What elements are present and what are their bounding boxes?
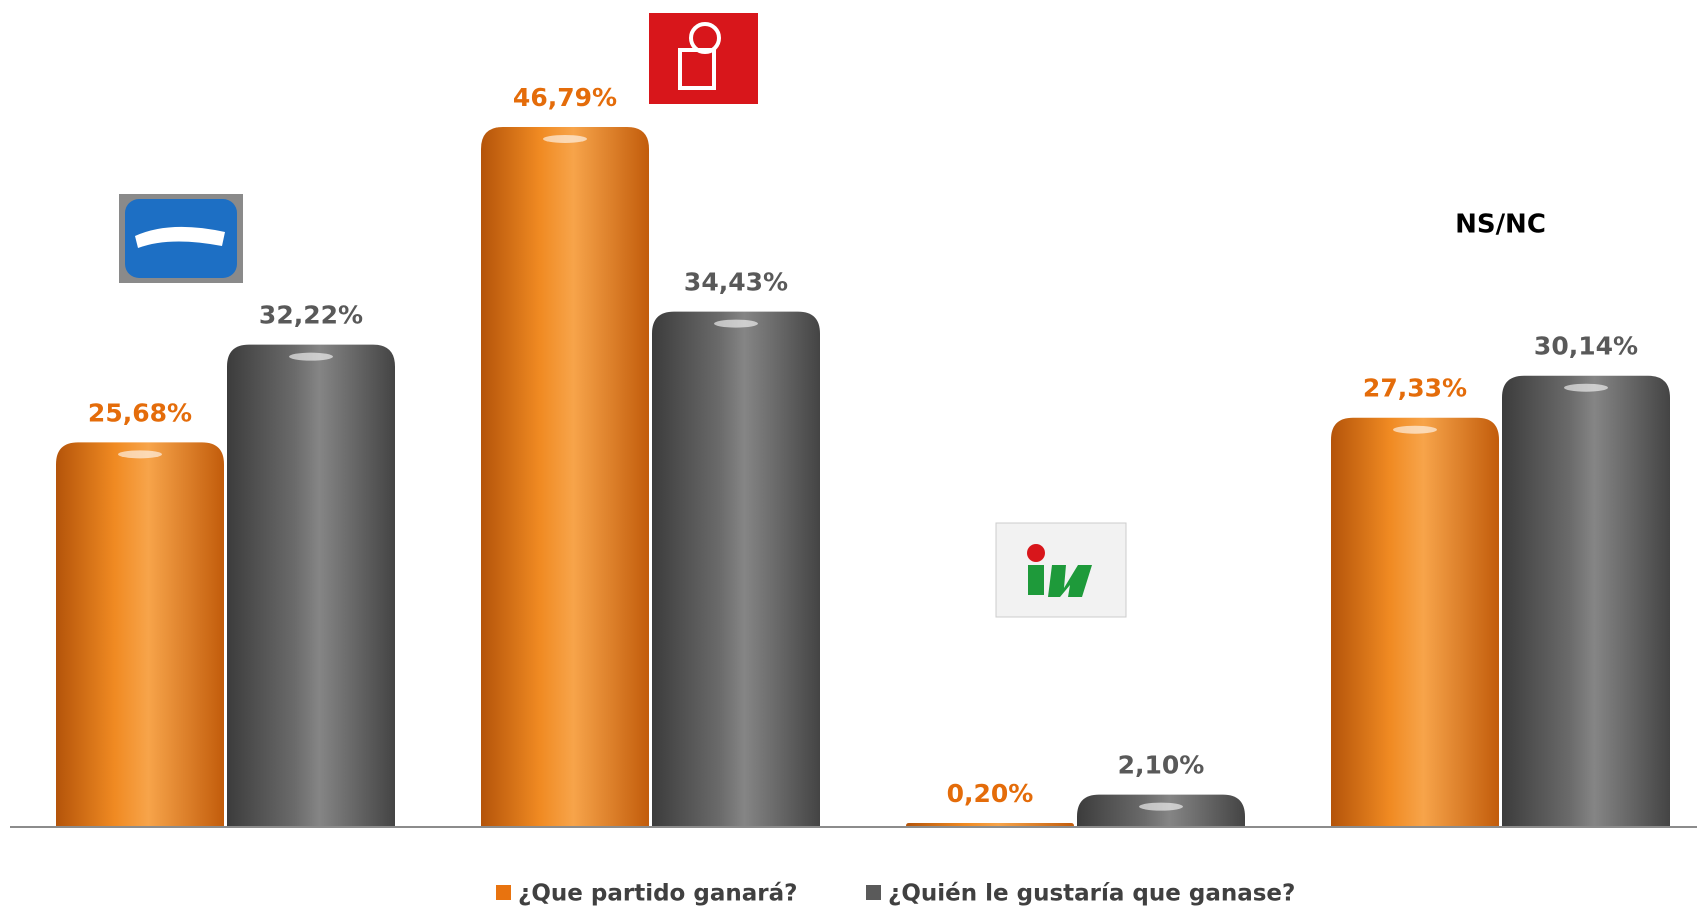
bar-highlight xyxy=(1564,383,1608,392)
bar xyxy=(1502,375,1670,826)
iu-logo xyxy=(995,522,1127,618)
category-label: NS/NC xyxy=(1455,210,1546,240)
psoe-logo xyxy=(649,13,758,104)
legend-swatch xyxy=(866,885,881,900)
bar-highlight xyxy=(714,319,758,328)
data-label: 0,20% xyxy=(947,779,1034,808)
legend-label: ¿Que partido ganará? xyxy=(518,881,797,907)
data-label: 30,14% xyxy=(1534,332,1638,361)
bar xyxy=(481,126,649,826)
bar xyxy=(906,823,1074,826)
bar-highlight xyxy=(289,352,333,361)
bar xyxy=(227,344,395,826)
bar-highlight xyxy=(1393,425,1437,434)
legend-label: ¿Quién le gustaría que ganase? xyxy=(888,881,1295,907)
legend-swatch xyxy=(496,885,511,900)
bar xyxy=(652,311,820,826)
data-label: 32,22% xyxy=(259,301,363,330)
data-label: 34,43% xyxy=(684,268,788,297)
bar-highlight xyxy=(1139,802,1183,811)
data-label: 46,79% xyxy=(513,83,617,112)
bar xyxy=(1331,417,1499,826)
bar xyxy=(56,442,224,826)
bar-highlight xyxy=(118,450,162,459)
pp-logo xyxy=(119,194,243,283)
data-label: 27,33% xyxy=(1363,374,1467,403)
data-label: 2,10% xyxy=(1118,751,1205,780)
bar-highlight xyxy=(543,134,587,143)
data-label: 25,68% xyxy=(88,398,192,427)
